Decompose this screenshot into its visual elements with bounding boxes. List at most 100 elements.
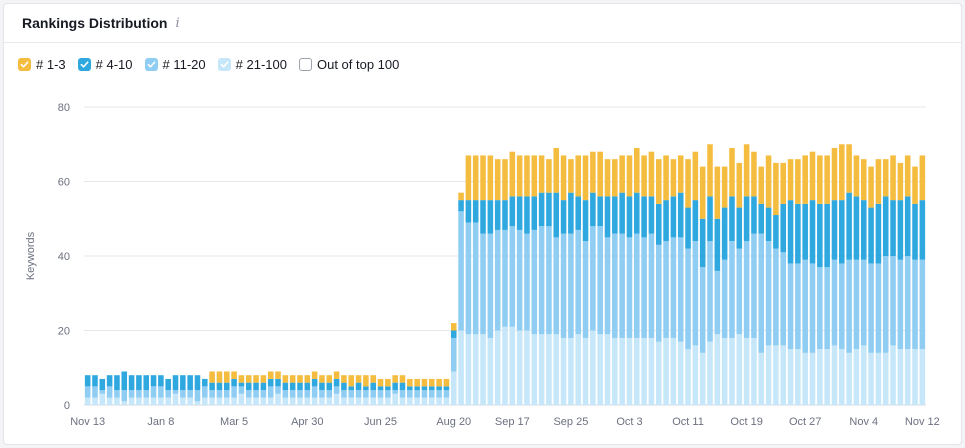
bar-segment[interactable] bbox=[699, 267, 706, 353]
bar-segment[interactable] bbox=[509, 226, 516, 327]
bar-segment[interactable] bbox=[824, 203, 830, 268]
checkbox-unchecked-icon[interactable] bbox=[298, 58, 312, 71]
bar-segment[interactable] bbox=[634, 233, 640, 338]
bar-segment[interactable] bbox=[429, 397, 435, 405]
checkbox-checked-icon[interactable] bbox=[18, 58, 31, 71]
bar-segment[interactable] bbox=[882, 352, 889, 405]
bar-segment[interactable] bbox=[685, 207, 691, 249]
bar-segment[interactable] bbox=[904, 256, 911, 350]
bar-segment[interactable] bbox=[626, 155, 633, 197]
bar-segment[interactable] bbox=[568, 233, 574, 338]
bar-segment[interactable] bbox=[341, 382, 347, 391]
bar-segment[interactable] bbox=[363, 390, 369, 398]
bar-segment[interactable] bbox=[634, 337, 640, 405]
bar-segment[interactable] bbox=[714, 166, 721, 219]
bar-segment[interactable] bbox=[685, 159, 691, 208]
bar-segment[interactable] bbox=[377, 397, 384, 405]
bar-segment[interactable] bbox=[560, 155, 567, 201]
bar-segment[interactable] bbox=[707, 341, 713, 405]
bar-segment[interactable] bbox=[311, 397, 318, 405]
bar-segment[interactable] bbox=[692, 200, 699, 242]
bar-segment[interactable] bbox=[575, 229, 581, 335]
bar-segment[interactable] bbox=[326, 375, 333, 383]
bar-segment[interactable] bbox=[736, 207, 743, 249]
bar-segment[interactable] bbox=[333, 378, 340, 387]
bar-segment[interactable] bbox=[187, 390, 193, 398]
bar-segment[interactable] bbox=[655, 244, 662, 342]
bar-segment[interactable] bbox=[114, 390, 120, 398]
bar-segment[interactable] bbox=[304, 375, 311, 383]
bar-segment[interactable] bbox=[502, 229, 508, 327]
bar-segment[interactable] bbox=[575, 334, 581, 405]
bar-segment[interactable] bbox=[677, 237, 684, 342]
bar-segment[interactable] bbox=[158, 397, 164, 405]
bar-segment[interactable] bbox=[604, 237, 611, 335]
bar-segment[interactable] bbox=[92, 386, 98, 398]
bar-segment[interactable] bbox=[531, 155, 538, 197]
bar-segment[interactable] bbox=[194, 375, 201, 391]
bar-segment[interactable] bbox=[245, 390, 252, 398]
bar-segment[interactable] bbox=[839, 349, 845, 406]
bar-segment[interactable] bbox=[853, 196, 860, 260]
bar-segment[interactable] bbox=[289, 375, 296, 383]
bar-segment[interactable] bbox=[787, 349, 794, 406]
bar-segment[interactable] bbox=[128, 390, 135, 398]
bar-segment[interactable] bbox=[260, 382, 267, 391]
bar-segment[interactable] bbox=[106, 375, 113, 387]
bar-segment[interactable] bbox=[839, 144, 845, 201]
bar-segment[interactable] bbox=[363, 397, 369, 405]
bar-segment[interactable] bbox=[839, 263, 845, 350]
bar-segment[interactable] bbox=[429, 378, 435, 387]
bar-segment[interactable] bbox=[831, 200, 838, 260]
bar-segment[interactable] bbox=[84, 386, 91, 398]
bar-segment[interactable] bbox=[223, 371, 230, 383]
bar-segment[interactable] bbox=[172, 375, 179, 391]
bar-segment[interactable] bbox=[597, 151, 603, 197]
bar-segment[interactable] bbox=[348, 375, 355, 387]
bar-segment[interactable] bbox=[655, 159, 662, 204]
bar-segment[interactable] bbox=[238, 375, 245, 383]
bar-segment[interactable] bbox=[546, 226, 552, 335]
bar-segment[interactable] bbox=[267, 371, 274, 379]
bar-segment[interactable] bbox=[421, 386, 428, 391]
bar-segment[interactable] bbox=[187, 375, 193, 391]
bar-segment[interactable] bbox=[795, 263, 801, 350]
bar-segment[interactable] bbox=[751, 196, 757, 234]
bar-segment[interactable] bbox=[136, 397, 142, 405]
bar-segment[interactable] bbox=[648, 196, 655, 234]
bar-segment[interactable] bbox=[319, 375, 325, 383]
bar-segment[interactable] bbox=[912, 259, 918, 350]
bar-segment[interactable] bbox=[414, 390, 420, 398]
bar-segment[interactable] bbox=[824, 267, 830, 350]
bar-segment[interactable] bbox=[860, 345, 867, 405]
bar-segment[interactable] bbox=[128, 375, 135, 391]
bar-segment[interactable] bbox=[524, 155, 530, 197]
bar-segment[interactable] bbox=[721, 166, 728, 208]
bar-segment[interactable] bbox=[619, 155, 625, 193]
bar-segment[interactable] bbox=[846, 259, 852, 353]
bar-segment[interactable] bbox=[670, 196, 677, 238]
bar-segment[interactable] bbox=[582, 200, 589, 242]
bar-segment[interactable] bbox=[370, 382, 376, 391]
bar-segment[interactable] bbox=[626, 196, 633, 238]
bar-segment[interactable] bbox=[407, 378, 413, 387]
bar-segment[interactable] bbox=[289, 382, 296, 391]
bar-segment[interactable] bbox=[612, 233, 618, 338]
bar-segment[interactable] bbox=[648, 233, 655, 338]
bar-segment[interactable] bbox=[487, 337, 494, 405]
bar-segment[interactable] bbox=[641, 237, 647, 338]
bar-segment[interactable] bbox=[458, 211, 464, 331]
bar-segment[interactable] bbox=[641, 196, 647, 238]
bar-segment[interactable] bbox=[480, 334, 486, 405]
bar-segment[interactable] bbox=[795, 203, 801, 264]
bar-segment[interactable] bbox=[106, 386, 113, 398]
bar-segment[interactable] bbox=[407, 397, 413, 405]
bar-segment[interactable] bbox=[143, 375, 150, 391]
bar-segment[interactable] bbox=[897, 162, 904, 201]
bar-segment[interactable] bbox=[912, 349, 918, 406]
bar-segment[interactable] bbox=[575, 155, 581, 197]
bar-segment[interactable] bbox=[282, 382, 289, 391]
bar-segment[interactable] bbox=[421, 390, 428, 398]
bar-segment[interactable] bbox=[795, 159, 801, 204]
bar-segment[interactable] bbox=[692, 345, 699, 405]
